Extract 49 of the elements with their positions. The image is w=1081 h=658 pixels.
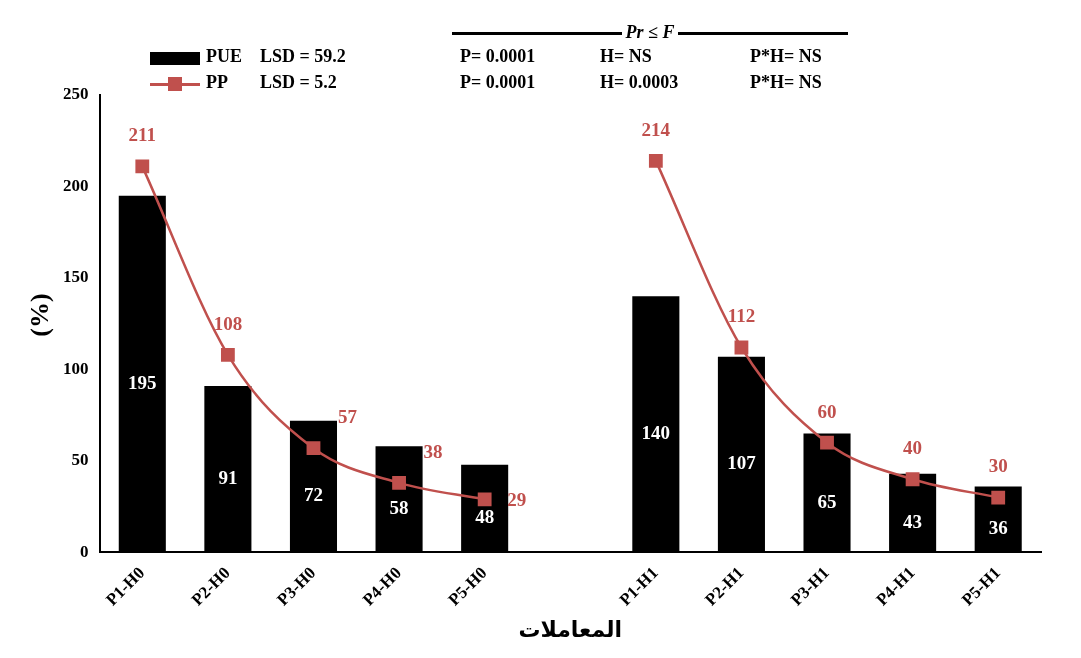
legend-label: PUE (206, 46, 242, 67)
text: H= NS (600, 46, 652, 67)
point (306, 441, 321, 456)
y-tick-label: 200 (63, 175, 89, 195)
x-axis-title: المعاملات (518, 616, 623, 642)
data-label: 140 (641, 422, 671, 444)
data-label: 58 (389, 497, 409, 519)
data-label: 112 (727, 305, 756, 327)
text: P*H= NS (750, 72, 822, 93)
text: P= 0.0001 (460, 46, 536, 67)
data-label: 72 (303, 484, 323, 506)
data-label: 48 (475, 506, 495, 528)
point (820, 435, 834, 450)
data-label: 107 (727, 452, 757, 474)
data-label: 60 (817, 400, 837, 422)
point (135, 159, 150, 174)
data-label: 195 (128, 371, 157, 393)
text: LSD = 5.2 (260, 72, 337, 93)
data-label: 65 (817, 490, 837, 512)
point (477, 492, 492, 507)
legend-label: PP (206, 72, 228, 93)
y-tick-label: 250 (63, 84, 89, 104)
y-tick-label: 150 (63, 267, 89, 287)
data-label: 108 (213, 312, 243, 334)
data-label: 91 (218, 467, 238, 489)
data-label: 211 (128, 124, 157, 146)
text: P*H= NS (750, 46, 822, 67)
data-label: 57 (337, 406, 358, 428)
y-tick-label: 100 (63, 358, 89, 378)
text: LSD = 59.2 (260, 46, 346, 67)
point (991, 490, 1006, 505)
text: P= 0.0001 (460, 72, 536, 93)
point (905, 472, 920, 487)
y-tick-label: 50 (71, 450, 89, 470)
text: H= 0.0003 (600, 72, 679, 93)
point (734, 340, 749, 355)
data-label: 214 (641, 118, 671, 140)
data-label: 38 (423, 440, 443, 462)
data-label: 40 (903, 437, 923, 459)
point (220, 347, 235, 362)
y-axis-title: (%) (24, 293, 55, 337)
data-label: 36 (988, 517, 1008, 539)
data-label: 29 (507, 489, 527, 511)
point (648, 153, 663, 168)
text: Pr ≤ F (440, 22, 860, 43)
point (392, 476, 406, 490)
data-label: 30 (988, 455, 1008, 477)
y-tick-label: 0 (80, 541, 89, 561)
data-label: 43 (903, 511, 923, 533)
